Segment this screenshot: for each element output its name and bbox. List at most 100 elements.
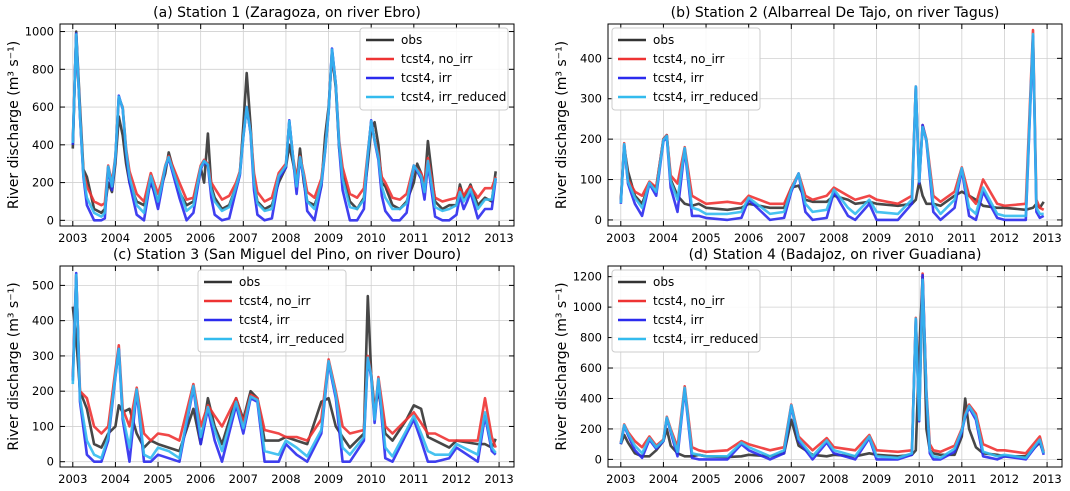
y-tick-label: 100 [32, 419, 54, 433]
y-tick-label: 100 [580, 173, 602, 187]
plot-frame [59, 265, 515, 468]
y-tick-label: 400 [580, 51, 602, 65]
chart-panel-1: 2003 2004 2005 2006 2007 2008 2009 2010 2011 2012… [6, 5, 515, 245]
legend-label: tcst4, no_irr [401, 52, 473, 66]
series-line-irr-reduced [619, 278, 1045, 460]
y-tick-label: 200 [580, 132, 602, 146]
x-tick-label: 2013 [484, 231, 513, 245]
x-tick-label: 2009 [314, 472, 343, 486]
x-tick-label: 2010 [905, 472, 934, 486]
x-tick-label: 2010 [357, 472, 386, 486]
legend-label: obs [653, 33, 674, 47]
x-tick-label: 2011 [399, 231, 428, 245]
legend-label: tcst4, irr [401, 71, 452, 85]
x-tick-label: 2006 [734, 472, 763, 486]
y-axis-label: River discharge (m³ s⁻¹) [6, 41, 22, 209]
chart-title: (b) Station 2 (Albarreal De Tajo, on riv… [671, 5, 1000, 21]
y-tick-label: 1200 [573, 270, 602, 284]
legend-label: tcst4, irr_reduced [653, 332, 758, 346]
legend-label: tcst4, no_irr [239, 294, 311, 308]
x-tick-label: 2008 [819, 231, 848, 245]
x-tick-label: 2005 [691, 231, 720, 245]
legend: obs tcst4, no_irr tcst4, irr tcst4, irr_red… [359, 27, 509, 111]
x-tick-label: 2003 [58, 472, 87, 486]
x-tick-label: 2004 [101, 231, 130, 245]
chart-panel-4: 2003 2004 2005 2006 2007 2008 2009 2010 2011 2012… [554, 247, 1063, 486]
x-tick-label: 2012 [990, 472, 1019, 486]
x-tick-label: 2008 [819, 472, 848, 486]
plot-frame [607, 23, 1063, 227]
x-tick-label: 2005 [143, 472, 172, 486]
x-tick-label: 2012 [442, 231, 471, 245]
y-tick-label: 800 [580, 331, 602, 345]
legend-box [359, 27, 509, 111]
x-tick-label: 2007 [229, 231, 258, 245]
y-tick-label: 400 [32, 314, 54, 328]
x-tick-label: 2013 [1032, 472, 1061, 486]
y-tick-label: 300 [32, 349, 54, 363]
x-tick-label: 2013 [484, 472, 513, 486]
x-tick-label: 2007 [777, 472, 806, 486]
chart-panel-2: 2003 2004 2005 2006 2007 2008 2009 2010 2011 2012… [554, 5, 1063, 245]
legend-label: tcst4, irr [239, 313, 290, 327]
y-tick-label: 0 [47, 213, 54, 227]
x-tick-label: 2004 [649, 472, 678, 486]
legend-box [611, 269, 761, 353]
y-tick-label: 500 [32, 278, 54, 292]
x-tick-label: 2005 [143, 231, 172, 245]
legend-label: tcst4, irr_reduced [401, 90, 506, 104]
x-tick-label: 2006 [186, 472, 215, 486]
legend-label: tcst4, no_irr [653, 294, 725, 308]
x-tick-label: 2003 [606, 231, 635, 245]
chart-title: (a) Station 1 (Zaragoza, on river Ebro) [153, 5, 421, 21]
x-tick-label: 2007 [777, 231, 806, 245]
chart-title: (d) Station 4 (Badajoz, on river Guadian… [689, 247, 982, 263]
series-line-irr-reduced [619, 32, 1044, 218]
y-tick-label: 400 [32, 138, 54, 152]
legend: obs tcst4, no_irr tcst4, irr tcst4, irr_red… [611, 27, 761, 111]
series-line-irr-reduced [71, 33, 497, 218]
plot-frame [607, 265, 1063, 468]
y-tick-label: 200 [32, 384, 54, 398]
legend-label: tcst4, irr_reduced [239, 332, 344, 346]
y-tick-label: 0 [595, 452, 602, 466]
legend-box [611, 27, 761, 111]
y-tick-label: 0 [47, 455, 54, 469]
x-tick-label: 2003 [606, 472, 635, 486]
x-tick-label: 2004 [649, 231, 678, 245]
y-tick-label: 200 [32, 176, 54, 190]
legend-label: obs [401, 33, 422, 47]
y-tick-label: 400 [580, 391, 602, 405]
x-tick-label: 2011 [399, 472, 428, 486]
x-tick-label: 2010 [357, 231, 386, 245]
legend-label: obs [653, 275, 674, 289]
series-line-obs [619, 275, 1045, 459]
x-tick-label: 2005 [691, 472, 720, 486]
x-tick-label: 2004 [101, 472, 130, 486]
x-tick-label: 2011 [947, 231, 976, 245]
legend-label: tcst4, irr [653, 313, 704, 327]
y-tick-label: 800 [32, 62, 54, 76]
y-tick-label: 200 [580, 422, 602, 436]
x-tick-label: 2007 [229, 472, 258, 486]
legend: obs tcst4, no_irr tcst4, irr tcst4, irr_red… [611, 269, 761, 353]
y-axis-label: River discharge (m³ s⁻¹) [6, 282, 22, 450]
legend-label: tcst4, irr [653, 71, 704, 85]
legend-label: tcst4, no_irr [653, 52, 725, 66]
legend-label: obs [239, 275, 260, 289]
legend-label: tcst4, irr_reduced [653, 90, 758, 104]
x-tick-label: 2008 [271, 231, 300, 245]
chart-title: (c) Station 3 (San Miguel del Pino, on r… [113, 247, 461, 263]
x-tick-label: 2013 [1032, 231, 1061, 245]
x-tick-label: 2012 [990, 231, 1019, 245]
x-tick-label: 2006 [186, 231, 215, 245]
x-tick-label: 2011 [947, 472, 976, 486]
legend-box [197, 269, 347, 353]
chart-panel-3: 2003 2004 2005 2006 2007 2008 2009 2010 2011 2012… [6, 247, 515, 486]
y-tick-label: 600 [580, 361, 602, 375]
plot-frame [59, 23, 515, 227]
x-tick-label: 2009 [862, 472, 891, 486]
y-axis-label: River discharge (m³ s⁻¹) [554, 282, 570, 450]
x-tick-label: 2003 [58, 231, 87, 245]
